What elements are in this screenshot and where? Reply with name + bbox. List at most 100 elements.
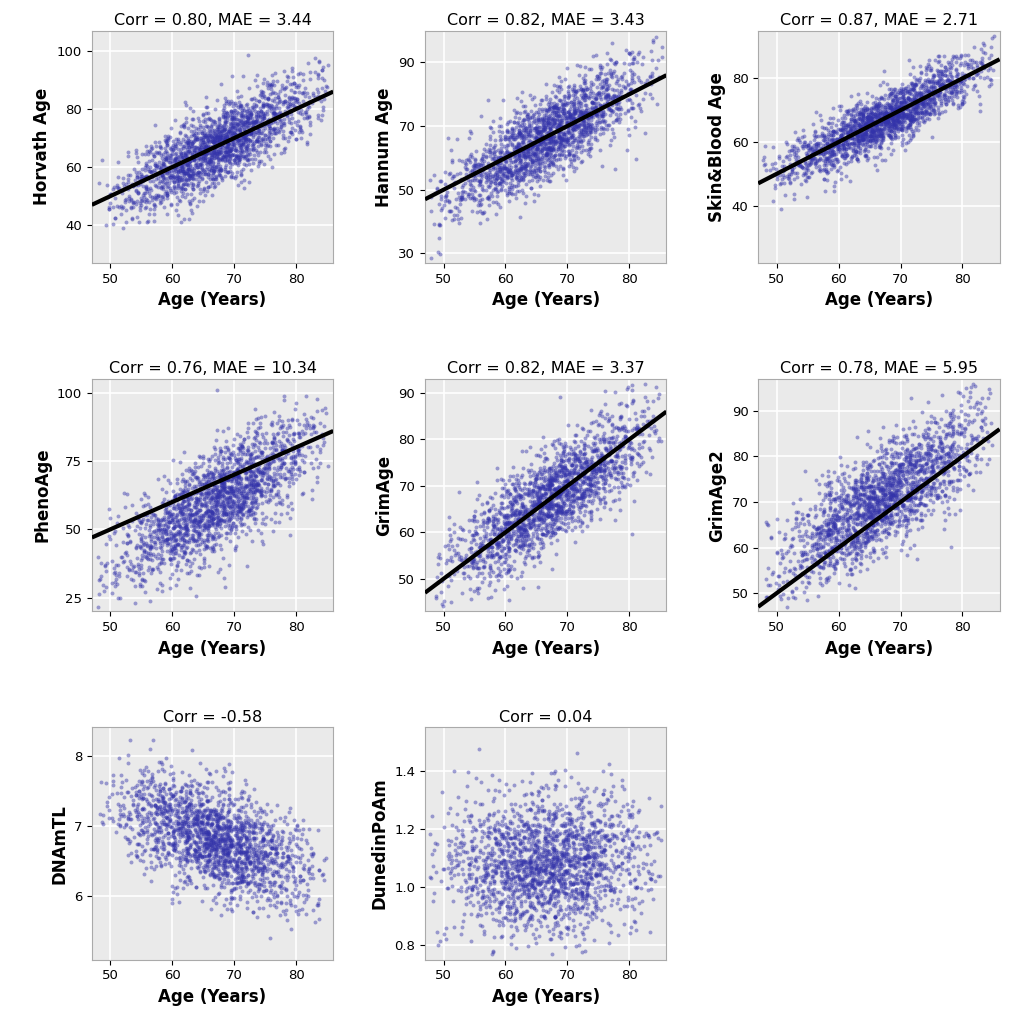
Point bbox=[944, 423, 960, 439]
Point bbox=[561, 98, 578, 114]
Point bbox=[550, 801, 567, 818]
Point bbox=[196, 146, 212, 162]
Point bbox=[217, 831, 233, 847]
Point bbox=[913, 426, 929, 442]
Point bbox=[616, 479, 633, 495]
Point bbox=[612, 84, 629, 100]
Point bbox=[279, 68, 296, 85]
Point bbox=[850, 107, 866, 124]
Point bbox=[139, 513, 155, 529]
Point bbox=[203, 803, 219, 819]
Point bbox=[835, 491, 851, 507]
Point bbox=[253, 876, 269, 892]
Point bbox=[575, 113, 591, 130]
Point bbox=[234, 137, 251, 153]
Point bbox=[223, 480, 239, 496]
Point bbox=[913, 513, 929, 529]
Point bbox=[890, 485, 906, 501]
Point bbox=[184, 827, 201, 843]
Point bbox=[483, 547, 499, 564]
Point bbox=[918, 414, 934, 430]
Point bbox=[621, 437, 637, 453]
Point bbox=[187, 493, 204, 509]
Point bbox=[288, 445, 305, 461]
Point bbox=[635, 838, 651, 855]
Point bbox=[248, 133, 264, 149]
Point bbox=[533, 92, 549, 108]
Point bbox=[107, 564, 123, 580]
Point bbox=[179, 842, 196, 859]
Point bbox=[530, 106, 546, 123]
Point bbox=[902, 82, 918, 98]
Title: Corr = 0.76, MAE = 10.34: Corr = 0.76, MAE = 10.34 bbox=[108, 361, 316, 377]
Point bbox=[926, 105, 943, 121]
Point bbox=[855, 535, 871, 551]
Point bbox=[186, 847, 203, 864]
Point bbox=[576, 849, 592, 866]
Point bbox=[774, 574, 791, 590]
Point bbox=[832, 171, 848, 187]
Point bbox=[846, 522, 862, 538]
Point bbox=[240, 826, 257, 842]
Point bbox=[441, 165, 458, 182]
Point bbox=[227, 472, 244, 488]
Point bbox=[538, 145, 554, 161]
Point bbox=[527, 837, 543, 854]
Point bbox=[498, 143, 515, 159]
Point bbox=[541, 128, 557, 144]
Point bbox=[505, 892, 522, 909]
Point bbox=[857, 121, 873, 138]
Point bbox=[487, 545, 503, 562]
Point bbox=[217, 834, 233, 850]
Point bbox=[236, 149, 253, 165]
Point bbox=[171, 783, 187, 799]
Point bbox=[500, 861, 517, 877]
Point bbox=[930, 433, 947, 449]
Point bbox=[279, 849, 296, 866]
Point bbox=[592, 463, 608, 479]
Point bbox=[292, 101, 309, 117]
Point bbox=[515, 864, 531, 880]
Point bbox=[224, 485, 240, 501]
Point bbox=[265, 452, 281, 469]
Point bbox=[545, 107, 561, 124]
Point bbox=[533, 847, 549, 864]
Point bbox=[611, 410, 628, 427]
Point bbox=[185, 834, 202, 850]
Point bbox=[852, 116, 868, 133]
Point bbox=[255, 99, 271, 115]
Point bbox=[565, 120, 581, 137]
Point bbox=[206, 460, 222, 477]
Point bbox=[265, 827, 281, 843]
Point bbox=[852, 121, 868, 138]
Point bbox=[176, 513, 193, 529]
Point bbox=[536, 119, 552, 136]
Point bbox=[183, 555, 200, 572]
Point bbox=[198, 823, 214, 839]
Point bbox=[508, 178, 525, 194]
Point bbox=[181, 580, 198, 596]
Point bbox=[630, 866, 646, 882]
Point bbox=[861, 489, 877, 505]
Point bbox=[551, 855, 568, 871]
Point bbox=[825, 538, 842, 554]
Point bbox=[914, 482, 930, 498]
Point bbox=[468, 143, 484, 159]
Point bbox=[496, 909, 513, 925]
Point bbox=[213, 76, 229, 92]
Point bbox=[130, 825, 147, 841]
Point bbox=[233, 128, 250, 144]
Point bbox=[577, 906, 593, 922]
Point bbox=[474, 816, 490, 832]
Point bbox=[510, 827, 526, 843]
Point bbox=[231, 801, 248, 818]
Point bbox=[152, 782, 168, 798]
Point bbox=[508, 903, 525, 919]
Point bbox=[845, 125, 861, 141]
Point bbox=[201, 517, 217, 533]
Point bbox=[259, 847, 275, 864]
Point bbox=[197, 128, 213, 144]
Point bbox=[798, 158, 814, 175]
Point bbox=[861, 118, 877, 135]
Point bbox=[614, 876, 631, 892]
